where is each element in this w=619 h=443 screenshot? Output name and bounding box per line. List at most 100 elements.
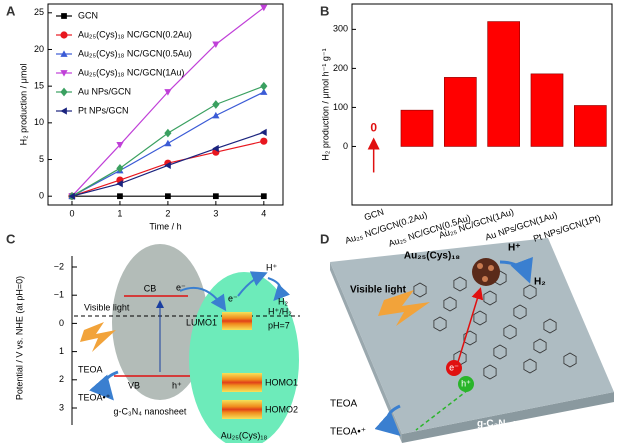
cluster-ellipse (189, 272, 299, 443)
donor: TEOA (78, 364, 103, 374)
legend-label: Au₂₅(Cys)₁₈ NC/GCN(1Au) (78, 67, 184, 77)
y-tick-label: 100 (333, 102, 348, 112)
x-tick-label: 2 (165, 208, 170, 218)
x-tick-label: 4 (261, 208, 266, 218)
y-tick-label: 300 (333, 24, 348, 34)
tick-label: 2 (59, 374, 64, 384)
legend-marker (60, 31, 68, 39)
sheet-side (402, 392, 614, 443)
hydrogen: H₂ (278, 296, 288, 306)
plot-frame (351, 3, 613, 206)
legend-label: GCN (78, 10, 98, 20)
panel-c: C Potential / V vs. NHE (at pH=0) −2 −1 0 1… (6, 231, 300, 443)
x-tick-label: 3 (213, 208, 218, 218)
electron: e⁻ (449, 362, 459, 372)
light-label: Visible light (84, 302, 130, 312)
hole-dot (458, 376, 474, 392)
panel-label: C (6, 231, 16, 246)
oxidation-arrow (374, 404, 401, 436)
panel-label: B (320, 3, 329, 18)
axis-label: Potential / V vs. NHE (at pH=0) (14, 276, 24, 400)
light-label: Visible light (350, 285, 407, 296)
marker (164, 139, 172, 147)
marker (260, 81, 268, 91)
ring (433, 316, 447, 332)
oxidation-arrow (89, 370, 119, 401)
electron-dot (446, 360, 462, 376)
hole: h⁺ (172, 380, 182, 390)
legend-marker (60, 87, 68, 97)
marker (68, 192, 75, 200)
marker (164, 161, 171, 169)
ring (503, 324, 517, 340)
legend-label: Au₂₅(Cys)₁₈ NC/GCN(0.5Au) (78, 48, 192, 58)
marker (212, 144, 219, 153)
axis-ticks: −2 −1 0 1 2 3 (54, 261, 77, 412)
marker (116, 141, 124, 149)
marker (165, 193, 171, 200)
value-label: 0 (370, 121, 377, 135)
electron: e⁻ (176, 282, 186, 292)
sheet (330, 238, 614, 434)
donor-ox: TEOA•⁺ (330, 427, 366, 438)
lattice (413, 270, 577, 380)
legend-marker (60, 107, 67, 115)
tick-label: −2 (54, 261, 64, 271)
homo1-box (222, 373, 262, 392)
y-tick-label: 5 (39, 154, 44, 164)
bar (487, 21, 520, 147)
proton: H⁺ (508, 243, 521, 254)
panel-d: D e⁻ h⁺ Au₂₅(Cys)₁₈ H⁺ H₂ Visible light … (320, 231, 614, 443)
ring (533, 338, 547, 354)
marker (117, 193, 123, 200)
gcn-label: g-C₃N₄ nanosheet (114, 406, 187, 416)
donor: TEOA (330, 399, 358, 410)
legend-label: Pt NPs/GCN (78, 105, 129, 115)
cluster-atom (477, 263, 483, 269)
bar (573, 105, 607, 147)
hole-path (415, 389, 469, 431)
panel-label: A (6, 3, 16, 18)
marker (260, 88, 268, 95)
homo2-label: HOMO2 (265, 404, 298, 414)
plot-frame (47, 3, 284, 206)
lumo-box (222, 312, 252, 330)
electron-path (457, 287, 484, 363)
couple-label: H⁺/H₂ (268, 306, 292, 316)
ring (523, 284, 537, 300)
y-tick-label: 0 (343, 141, 348, 151)
y-axis-label: H₂ production / μmol (18, 64, 28, 146)
tick-label: 3 (59, 402, 64, 412)
x-tick-label: 0 (69, 208, 74, 218)
legend-marker (60, 50, 68, 57)
ring (523, 358, 537, 374)
marker (260, 128, 267, 136)
y-tick-label: 15 (34, 81, 44, 91)
cluster-label: Au₂₅(Cys)₁₈ (221, 430, 268, 440)
y-tick-label: 10 (34, 117, 44, 127)
cluster-label: Au₂₅(Cys)₁₈ (404, 251, 460, 262)
ring (483, 364, 497, 380)
legend-label: Au NPs/GCN (78, 86, 131, 96)
ring (493, 344, 507, 360)
x-tick-label: GCN (363, 207, 385, 223)
ring (413, 282, 427, 298)
bar (530, 73, 564, 147)
reduction-arrow (237, 271, 268, 297)
vb-label: VB (128, 380, 140, 390)
marker (212, 41, 220, 48)
lumo-label: LUMO1 (186, 317, 217, 327)
bar (443, 77, 477, 147)
ring (453, 276, 467, 292)
marker (164, 89, 172, 96)
homo1-label: HOMO1 (265, 377, 298, 387)
x-axis-label: Time / h (149, 221, 181, 231)
ring (443, 296, 457, 312)
x-tick-label: 1 (117, 208, 122, 218)
legend-marker (61, 13, 67, 19)
legend-marker (60, 70, 68, 77)
y-tick-label: 200 (333, 63, 348, 73)
cluster-atom (482, 276, 488, 282)
